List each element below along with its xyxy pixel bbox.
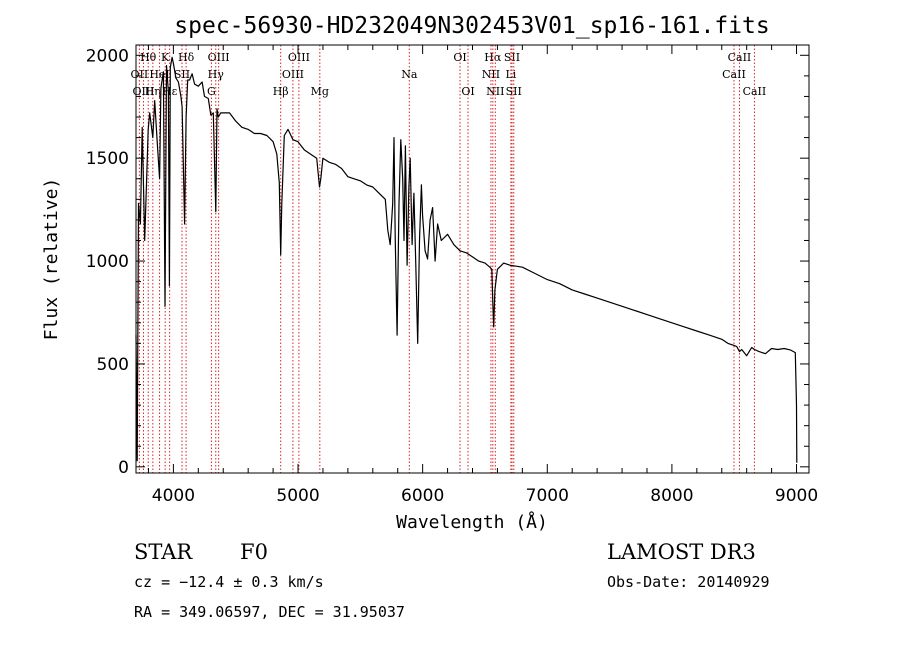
- line-marker-label: SII: [506, 85, 522, 98]
- line-marker-label: OIII: [132, 85, 154, 98]
- y-tick-label: 1500: [86, 149, 129, 169]
- x-tick-label: 5000: [276, 486, 319, 506]
- obs-date: Obs-Date: 20140929: [607, 573, 770, 591]
- x-tick-label: 8000: [650, 486, 693, 506]
- spectrum-line: [135, 56, 798, 463]
- line-marker-label: G: [207, 85, 216, 98]
- line-marker-label: Hα: [484, 51, 502, 64]
- line-marker-label: OII: [131, 68, 149, 81]
- x-tick-label: 4000: [152, 486, 195, 506]
- survey-name: LAMOST DR3: [607, 540, 756, 564]
- y-tick-label: 2000: [86, 46, 129, 66]
- line-marker-label: Hδ: [178, 51, 195, 64]
- redshift-text: cz = −12.4 ± 0.3 km/s: [134, 573, 324, 591]
- x-tick-label: 9000: [775, 486, 818, 506]
- line-marker-label: OI: [461, 85, 474, 98]
- x-tick-label: 6000: [401, 486, 444, 506]
- line-marker-label: OIII: [288, 51, 310, 64]
- line-marker-label: CaII: [722, 68, 746, 81]
- y-tick-label: 500: [97, 355, 129, 375]
- line-marker-label: OIII: [208, 51, 230, 64]
- line-marker-label: CaII: [728, 51, 752, 64]
- line-marker-label: OI: [453, 51, 466, 64]
- y-axis: 0 500 1000 1500 2000: [86, 46, 809, 478]
- chart-title: spec-56930-HD232049N302453V01_sp16-161.f…: [174, 13, 769, 39]
- line-marker-label: Na: [401, 68, 418, 81]
- y-tick-label: 1000: [86, 252, 129, 272]
- line-marker-label: Li: [505, 68, 516, 81]
- line-marker-label: NII: [482, 68, 500, 81]
- line-marker-label: HeI: [149, 68, 169, 81]
- line-marker-label: OIII: [282, 68, 304, 81]
- plot-frame: [135, 44, 810, 474]
- line-marker-label: Hγ: [208, 68, 225, 81]
- line-marker-label: Mg: [311, 85, 329, 98]
- object-subclass: F0: [240, 540, 268, 564]
- line-marker-label: Hθ: [140, 51, 157, 64]
- x-tick-label: 7000: [526, 486, 569, 506]
- line-marker-label: SII: [504, 51, 520, 64]
- line-marker-label: SII: [174, 68, 190, 81]
- x-axis: 4000 5000 6000 7000 8000 9000: [147, 45, 818, 506]
- line-marker-label: K: [161, 51, 170, 64]
- line-marker-label: Hη: [145, 85, 161, 98]
- coordinates: RA = 349.06597, DEC = 31.95037: [134, 603, 405, 621]
- y-axis-label: Flux (relative): [41, 178, 62, 341]
- y-tick-label: 0: [118, 458, 129, 478]
- spectrum-series: [135, 56, 798, 463]
- line-marker-label: Hβ: [273, 85, 289, 98]
- object-class: STAR: [134, 540, 193, 564]
- line-marker-label: CaII: [743, 85, 767, 98]
- x-axis-label: Wavelength (Å): [396, 511, 548, 533]
- line-marker-label: NII: [486, 85, 504, 98]
